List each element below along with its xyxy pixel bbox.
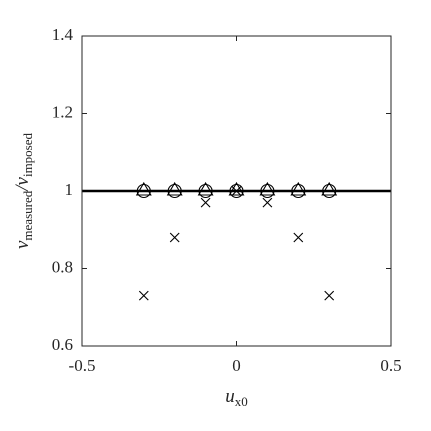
circle-marker [136, 183, 151, 199]
label-sub: x0 [235, 394, 248, 409]
circle-marker [291, 183, 306, 199]
triangle-marker [290, 181, 307, 196]
x-tick-label: 0 [232, 356, 241, 375]
y-tick-label: 1.2 [52, 102, 73, 121]
label-main: ν [12, 176, 33, 185]
label-main: u [225, 386, 235, 407]
y-tick-label: 0.8 [52, 257, 73, 276]
triangle-marker [197, 181, 214, 196]
y-tick-label: 1.4 [52, 25, 74, 44]
cross-marker [231, 186, 242, 196]
circle-marker [260, 183, 275, 199]
triangle-marker [166, 181, 183, 196]
circle-marker [167, 183, 182, 199]
label-sub: measured [20, 190, 35, 240]
plot-frame [81, 35, 392, 347]
triangle-marker [259, 181, 276, 196]
cross-marker [262, 197, 273, 208]
label-main: / [12, 184, 33, 192]
x-tick-label: -0.5 [69, 356, 96, 375]
y-axis-label: νmeasured​/νimposed​ [12, 132, 35, 249]
triangle-marker [321, 181, 338, 196]
y-tick-label: 0.6 [52, 335, 73, 354]
circle-marker [198, 183, 213, 199]
x-axis-label: ux0​ [225, 386, 248, 409]
y-tick-label: 1 [65, 180, 74, 199]
circle-marker [229, 183, 244, 199]
cross-marker [324, 290, 335, 301]
cross-marker [138, 290, 149, 301]
circle-marker [322, 183, 337, 199]
cross-marker [293, 232, 304, 243]
label-sub: imposed [20, 132, 35, 177]
cross-marker [200, 197, 211, 208]
label-main: ν [12, 240, 33, 249]
triangle-marker [135, 181, 152, 196]
cross-marker [169, 232, 180, 243]
x-tick-label: 0.5 [380, 356, 401, 375]
triangle-marker [228, 181, 245, 196]
